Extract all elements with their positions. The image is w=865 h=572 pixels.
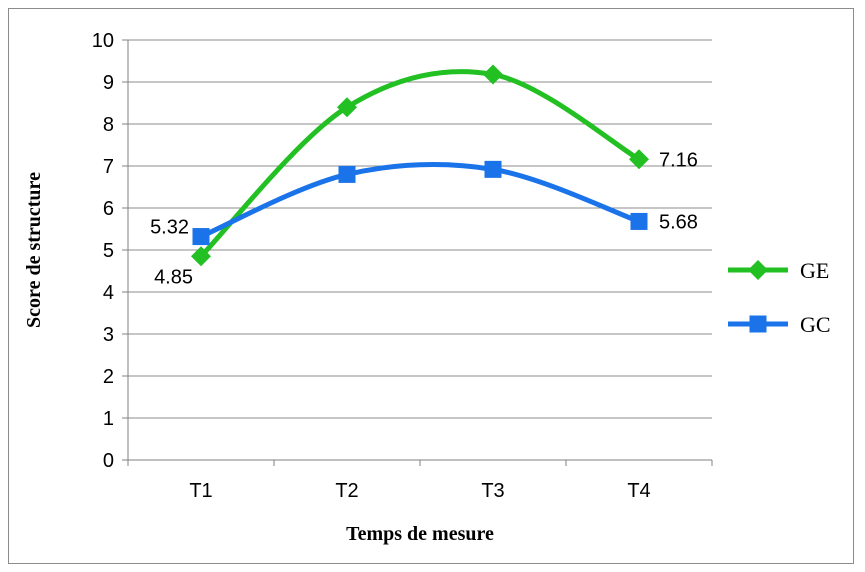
marker-ge [337, 97, 357, 118]
data-label: 5.32 [150, 217, 189, 239]
marker-ge [191, 246, 211, 267]
data-label: 5.68 [659, 211, 698, 233]
y-tick-label: 8 [103, 114, 114, 136]
marker-gc [338, 165, 356, 183]
x-tick-labels: T1 T2 T3 T4 [189, 480, 650, 502]
x-tick-label: T4 [627, 480, 650, 502]
y-tick-label: 3 [103, 324, 114, 346]
data-label: 7.16 [659, 149, 698, 171]
data-label: 4.85 [154, 266, 193, 288]
legend-label-gc: GC [800, 312, 831, 337]
series-lines [198, 69, 642, 259]
y-tick-label: 0 [103, 450, 114, 472]
y-tick-label: 7 [103, 156, 114, 178]
marker-gc [192, 228, 210, 246]
series-markers [191, 64, 649, 267]
marker-gc [630, 212, 648, 230]
marker-ge [629, 149, 649, 170]
y-tick-label: 5 [103, 240, 114, 262]
legend-marker-gc [749, 315, 767, 333]
marker-gc [484, 160, 502, 178]
data-labels: 4.85 5.32 7.16 5.68 [150, 149, 698, 288]
legend-marker-ge [748, 260, 768, 280]
y-tick-label: 9 [103, 72, 114, 94]
x-tick-label: T2 [335, 480, 358, 502]
y-tick-label: 2 [103, 366, 114, 388]
x-axis-title: Temps de mesure [346, 523, 494, 545]
y-tick-label: 6 [103, 198, 114, 220]
y-tick-label: 4 [103, 282, 114, 304]
y-axis-title: Score de structure [23, 172, 45, 328]
x-tick-label: T3 [481, 480, 504, 502]
gridlines [122, 39, 713, 466]
y-tick-labels: 0 1 2 3 4 5 6 7 8 9 10 [92, 30, 114, 472]
legend-label-ge: GE [800, 258, 829, 283]
chart-frame [8, 8, 854, 564]
series-line-ge [198, 69, 642, 259]
marker-ge [483, 64, 503, 85]
series-line-gc [198, 162, 642, 240]
x-tick-label: T1 [189, 480, 212, 502]
y-tick-label: 10 [92, 30, 114, 52]
legend: GE GC [728, 258, 831, 337]
y-tick-label: 1 [103, 408, 114, 430]
